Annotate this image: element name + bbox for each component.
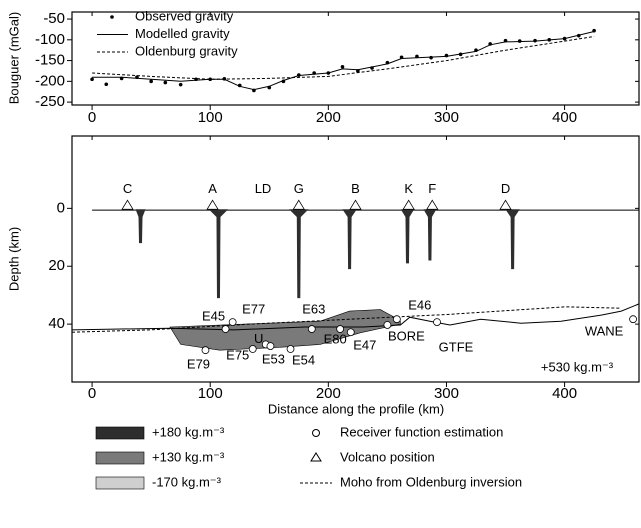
legend-label: +130 kg.m⁻³ [152,449,225,464]
y-tick-label: -50 [43,10,65,27]
station [433,318,441,326]
legend-label: -170 kg.m⁻³ [152,474,222,489]
station [201,346,210,355]
station [307,325,316,333]
dike [135,209,146,244]
x-tick-label: 200 [316,385,341,402]
station-label: E80 [324,331,347,346]
station [248,345,257,353]
dike [505,209,520,270]
station-label: BORE [388,328,425,343]
legend-label: Modelled gravity [135,26,230,41]
dike [289,209,309,299]
volcano-label: K [404,181,413,196]
x-tick-label: 0 [88,109,96,126]
station-label: E46 [408,298,431,313]
station-label: GTFE [439,340,474,355]
station [336,325,345,333]
annotation: +530 kg.m⁻³ [541,359,614,374]
x-tick-label: 200 [316,109,341,126]
legend-label: Oldenburg gravity [135,43,238,58]
y-tick-label: 20 [48,257,65,274]
volcano-label: C [123,181,132,196]
dike [208,209,229,299]
station-label: E63 [302,301,325,316]
y-tick-label: -150 [35,52,65,69]
station-label: E53 [262,352,285,367]
volcano [499,199,512,210]
volcano-label: LD [255,181,272,196]
x-tick-label: 100 [198,109,223,126]
series-line [92,36,595,80]
data-point [178,82,183,87]
data-point [429,55,433,60]
volcano [349,199,362,210]
plot-frame [71,135,640,383]
legend-marker [110,15,114,19]
volcano [402,199,415,210]
legend-swatch [95,451,145,465]
station [383,321,392,329]
data-point [149,79,153,84]
dike [400,209,415,264]
series-line [92,31,595,91]
y-tick-label: 0 [57,199,65,216]
volcano-label: A [208,181,217,196]
volcano-label: G [294,181,304,196]
station-label: U [254,331,263,346]
station-label: E47 [353,338,376,353]
y-axis-label: Depth (km) [6,227,21,291]
volcano [292,199,306,210]
legend-symbol [310,452,322,462]
station-label: E79 [187,357,210,372]
legend-label: Observed gravity [135,8,234,23]
dike [342,209,357,270]
x-tick-label: 300 [434,385,459,402]
volcano-label: D [501,181,510,196]
volcano-label: F [428,181,436,196]
x-tick-label: 300 [434,109,459,126]
legend-label: +180 kg.m⁻³ [152,424,225,439]
station-label: E77 [242,302,265,317]
station-label: E45 [202,308,225,323]
legend-swatch [95,476,145,490]
y-tick-label: -100 [35,31,65,48]
moho-line [71,303,640,331]
station [286,345,295,353]
legend-swatch [95,426,145,440]
station [228,318,237,326]
y-tick-label: -250 [35,93,65,110]
station-label: E75 [226,347,249,362]
station [266,342,275,351]
legend-label: Moho from Oldenburg inversion [340,474,522,489]
station [221,325,230,333]
station [392,315,401,324]
volcano [426,199,439,210]
data-point [90,77,94,82]
station [629,315,637,324]
station-label: E54 [292,352,315,367]
y-tick-label: -200 [35,72,65,89]
volcano [206,199,219,210]
dike [423,209,437,261]
x-tick-label: 400 [552,109,577,126]
legend-label: Volcano position [340,449,435,464]
data-point [104,82,109,87]
data-point [340,65,345,69]
legend-label: Receiver function estimation [340,424,503,439]
x-tick-label: 100 [198,385,223,402]
y-axis-label: Bouguer (mGal) [6,12,21,104]
y-tick-label: 40 [48,315,65,332]
station-label: WANE [585,324,624,339]
x-tick-label: 0 [88,385,96,402]
volcano-label: B [351,181,360,196]
station [346,328,355,337]
plot-frame [71,11,640,106]
legend-symbol [312,429,320,437]
volcano [121,199,134,210]
x-axis-label: Distance along the profile (km) [268,401,444,416]
data-point [163,80,168,85]
x-tick-label: 400 [552,385,577,402]
